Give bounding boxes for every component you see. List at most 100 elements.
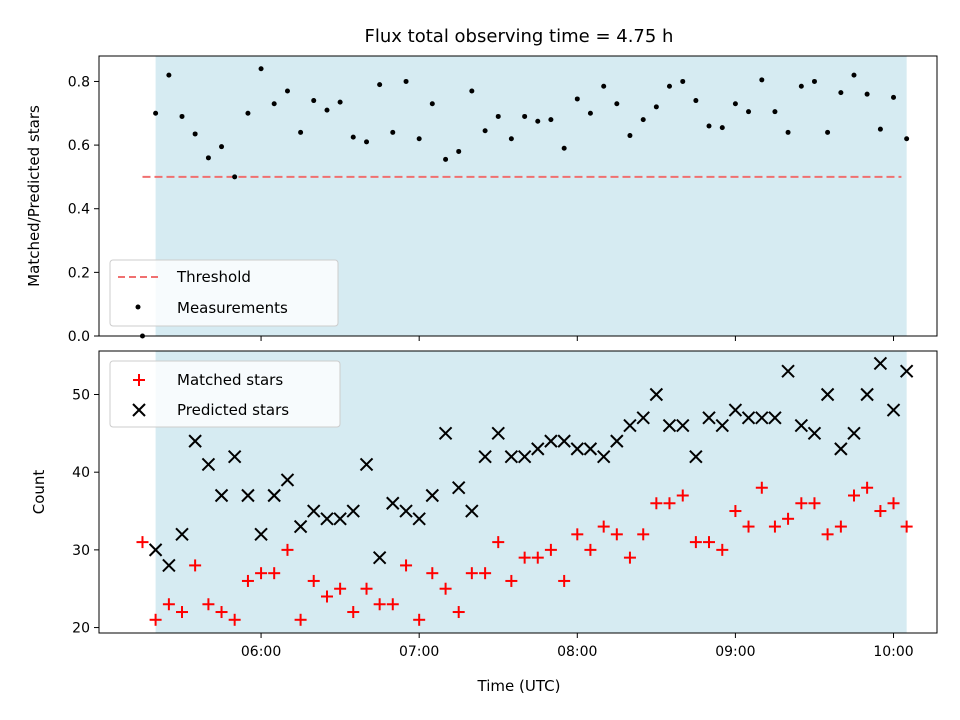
predicted-stars-point (425, 488, 440, 503)
measurement-point (311, 98, 317, 104)
measurement-point (192, 131, 198, 137)
matched-stars-point (755, 481, 768, 494)
measurement-point (653, 104, 659, 110)
measurement-point (232, 174, 238, 180)
y-tick-label: 0.8 (68, 74, 90, 90)
matched-stars-point (294, 613, 307, 626)
predicted-stars-point (610, 434, 624, 448)
measurement-point (561, 145, 567, 151)
matched-stars-point (887, 497, 900, 510)
matched-stars-point (465, 567, 478, 580)
x-axis-label: Time (UTC) (477, 677, 561, 695)
measurement-point (851, 72, 857, 78)
predicted-stars-point (531, 442, 545, 456)
predicted-stars-point (465, 504, 479, 518)
predicted-stars-point (478, 449, 492, 464)
legend-matched-swatch (133, 374, 145, 386)
predicted-stars-point (452, 481, 466, 495)
measurement-point (364, 139, 370, 145)
predicted-stars-point (386, 496, 400, 510)
matched-stars-point (610, 528, 623, 541)
y-tick-label: 0.4 (68, 202, 90, 218)
matched-stars-point (676, 489, 689, 502)
measurement-point (456, 148, 462, 154)
matched-stars-point (492, 536, 505, 549)
predicted-stars-point (188, 434, 202, 448)
measurement-point (614, 101, 620, 107)
legend-measurements-label: Measurements (177, 299, 288, 317)
measurement-point (548, 117, 554, 123)
bottom-y-axis-label: Count (30, 470, 48, 515)
matched-stars-point (386, 598, 399, 611)
predicted-stars-point (491, 426, 505, 441)
predicted-stars-point (438, 426, 453, 441)
matched-stars-point (202, 598, 215, 611)
matched-stars-point (281, 543, 294, 556)
matched-stars-point (176, 606, 189, 619)
predicted-stars-point (148, 543, 163, 557)
matched-stars-point (861, 481, 874, 494)
measurement-point (416, 136, 422, 142)
matched-stars-point (136, 536, 149, 549)
predicted-stars-point (755, 411, 769, 425)
measurement-point (390, 129, 396, 135)
predicted-stars-point (649, 387, 664, 402)
top-plot-marks (139, 66, 910, 339)
bottom-legend-box (109, 360, 341, 428)
predicted-stars-point (728, 403, 743, 417)
measurement-point (271, 101, 277, 107)
measurement-point (153, 110, 159, 116)
measurement-point (495, 113, 501, 119)
predicted-stars-point (201, 457, 216, 472)
bottom-plot-marks (136, 356, 914, 626)
matched-stars-point (241, 574, 254, 587)
predicted-stars-point (412, 512, 426, 526)
measurement-point (891, 94, 897, 100)
predicted-stars-point (741, 411, 756, 425)
x-tick-label: 08:00 (557, 644, 597, 660)
measurement-point (627, 133, 633, 139)
predicted-stars-point (399, 504, 413, 518)
top-legend: Threshold Measurements (109, 259, 339, 327)
measurement-point (443, 156, 449, 162)
y-tick-label: 50 (72, 388, 90, 404)
measurement-point (587, 110, 593, 116)
matched-stars-point (531, 551, 544, 564)
matched-stars-point (320, 590, 333, 603)
measurement-point (469, 88, 475, 94)
predicted-stars-point (583, 442, 598, 456)
predicted-stars-point (794, 418, 809, 433)
measurement-point (759, 77, 765, 83)
measurement-point (324, 107, 330, 113)
measurement-point (732, 101, 738, 107)
measurement-point (719, 125, 725, 131)
top-x-ticks (260, 336, 895, 341)
predicted-stars-point (372, 550, 387, 565)
matched-stars-point (189, 559, 202, 572)
predicted-stars-point (162, 558, 176, 573)
predicted-stars-point (346, 504, 360, 518)
top-y-ticks: 0.0 0.2 0.4 0.6 0.8 (68, 74, 99, 345)
matched-stars-point (452, 606, 465, 619)
predicted-stars-point (307, 504, 321, 518)
top-y-axis-label: Matched/Predicted stars (25, 105, 43, 287)
matched-stars-point (268, 567, 281, 580)
y-tick-label: 30 (72, 543, 90, 559)
predicted-stars-point (241, 488, 255, 503)
measurement-point (205, 155, 211, 161)
measurement-point (219, 144, 225, 150)
bottom-y-ticks: 20 30 40 50 (72, 388, 99, 637)
measurement-point (179, 113, 185, 119)
matched-stars-point (637, 528, 650, 541)
measurement-point (746, 109, 752, 115)
matched-stars-point (847, 489, 860, 502)
measurement-point (864, 91, 870, 97)
predicted-stars-point (860, 387, 874, 402)
measurement-point (403, 78, 409, 84)
measurement-point (838, 90, 844, 96)
predicted-stars-point (267, 488, 281, 503)
matched-stars-point (689, 536, 702, 549)
measurement-point (482, 128, 488, 134)
measurement-point (785, 129, 791, 135)
